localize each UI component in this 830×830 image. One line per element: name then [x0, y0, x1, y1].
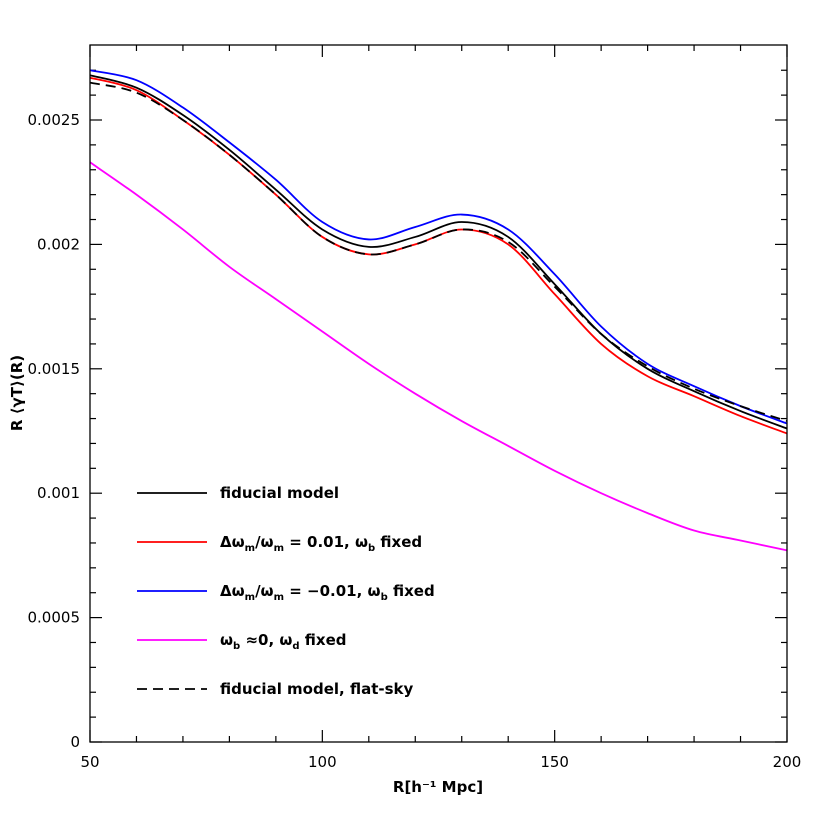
series-line-0: [89, 74, 788, 430]
x-tick-label: 100: [308, 753, 337, 771]
legend-label-part: b: [368, 543, 375, 554]
legend-label-part: fiducial model, flat-sky: [220, 680, 414, 698]
legend-label: ωb ≈0, ωd fixed: [220, 631, 347, 652]
x-tick-label: 150: [540, 753, 569, 771]
y-tick-label: 0.002: [37, 235, 80, 253]
legend-label-part: fixed: [388, 582, 435, 600]
legend-label-part: b: [233, 641, 240, 652]
legend-label-part: /ω: [255, 582, 274, 600]
legend-label-part: /ω: [255, 533, 274, 551]
legend-label-part: fixed: [375, 533, 422, 551]
y-tick-label: 0.0015: [28, 360, 81, 378]
x-tick-label: 200: [773, 753, 802, 771]
legend-label-part: Δω: [220, 533, 245, 551]
legend-label-part: m: [245, 543, 255, 554]
legend-label-part: m: [245, 592, 255, 603]
legend-label-part: fixed: [300, 631, 347, 649]
legend-label-part: fiducial model: [220, 484, 339, 502]
legend-label: Δωm/ωm = −0.01, ωb fixed: [220, 582, 435, 603]
y-tick-label: 0.001: [37, 484, 80, 502]
series-line-2: [89, 69, 788, 425]
plot-frame: [89, 44, 788, 743]
series-line-3: [89, 161, 788, 552]
series-line-1: [89, 76, 788, 435]
legend-label-part: b: [381, 592, 388, 603]
series-line-4: [89, 81, 788, 422]
legend-label-part: m: [274, 543, 284, 554]
legend-label: fiducial model: [220, 484, 339, 502]
legend-label-part: d: [292, 641, 299, 652]
legend-label: fiducial model, flat-sky: [220, 680, 414, 698]
y-tick-label: 0.0025: [28, 111, 81, 129]
legend-label: Δωm/ωm = 0.01, ωb fixed: [220, 533, 422, 554]
y-axis-label: R ⟨γT⟩(R): [8, 355, 26, 431]
legend-label-part: = 0.01, ω: [284, 533, 368, 551]
y-tick-label: 0.0005: [28, 609, 81, 627]
legend-label-part: ≈0, ω: [240, 631, 292, 649]
x-axis-label: R[h⁻¹ Mpc]: [393, 778, 483, 796]
x-tick-label: 50: [80, 753, 99, 771]
y-tick-label: 0: [70, 733, 80, 751]
legend-label-part: Δω: [220, 582, 245, 600]
legend-label-part: ω: [220, 631, 233, 649]
legend-label-part: m: [274, 592, 284, 603]
legend-label-part: = −0.01, ω: [284, 582, 381, 600]
